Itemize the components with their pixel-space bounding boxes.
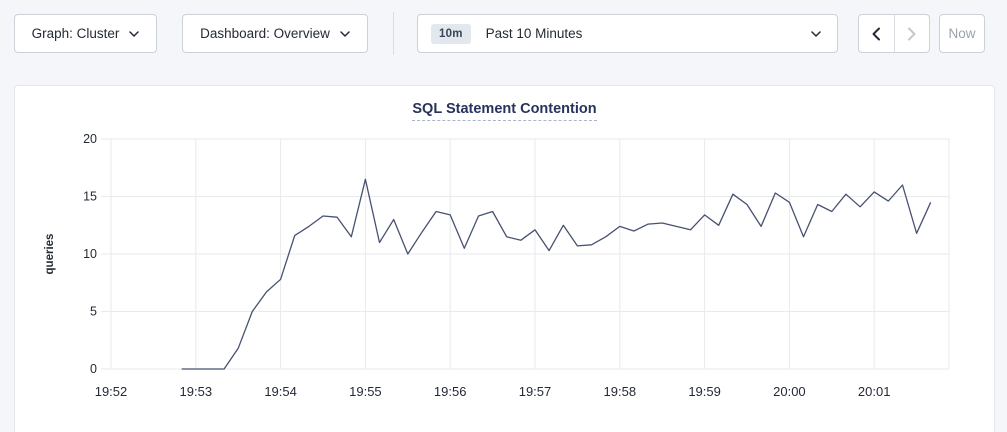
x-tick-label: 19:56: [434, 384, 467, 399]
x-tick-label: 19:55: [349, 384, 382, 399]
y-tick-label: 5: [90, 305, 97, 319]
graph-scope-dropdown[interactable]: Graph: Cluster: [14, 14, 157, 53]
metrics-toolbar: Graph: Cluster Dashboard: Overview 10m P…: [0, 0, 1007, 70]
sql-contention-chart[interactable]: 0 5 10 15 20 19:52 19:53 19:54 19:55 19:56 19:57 19…: [15, 86, 996, 432]
y-tick-label: 20: [83, 132, 97, 146]
chevron-down-icon: [129, 30, 140, 37]
x-tick-label: 19:52: [95, 384, 128, 399]
time-range-picker[interactable]: 10m Past 10 Minutes: [417, 14, 838, 53]
now-button[interactable]: Now: [939, 14, 985, 53]
next-time-range-button[interactable]: [893, 15, 930, 52]
data-series-line: [181, 178, 932, 370]
now-button-label: Now: [948, 26, 976, 41]
chevron-down-icon: [811, 30, 821, 37]
dashboard-dropdown-label: Dashboard: Overview: [200, 26, 330, 41]
x-tick-label: 19:54: [264, 384, 297, 399]
x-tick-label: 19:53: [180, 384, 213, 399]
x-tick-label: 19:58: [604, 384, 637, 399]
time-shift-button-group: [858, 14, 930, 53]
chevron-down-icon: [340, 30, 350, 37]
x-tick-label: 19:59: [688, 384, 721, 399]
x-tick-label: 20:01: [858, 384, 891, 399]
toolbar-divider: [393, 12, 394, 55]
chevron-left-icon: [872, 27, 881, 40]
prev-time-range-button[interactable]: [859, 15, 894, 52]
time-range-label: Past 10 Minutes: [485, 26, 583, 41]
chart-title[interactable]: SQL Statement Contention: [412, 101, 597, 121]
time-preset-badge: 10m: [431, 23, 471, 44]
graph-scope-dropdown-label: Graph: Cluster: [31, 26, 120, 41]
y-tick-label: 10: [83, 247, 97, 261]
y-tick-label: 15: [83, 190, 97, 204]
chevron-right-icon: [907, 27, 916, 40]
chart-card: SQL Statement Contention 0 5 10 15 20 19:52 19…: [14, 85, 995, 432]
dashboard-dropdown[interactable]: Dashboard: Overview: [182, 14, 368, 53]
chart-title-row: SQL Statement Contention: [15, 100, 994, 121]
x-tick-label: 20:00: [773, 384, 806, 399]
y-tick-label: 0: [90, 362, 97, 376]
y-axis-label: queries: [44, 234, 56, 275]
x-tick-label: 19:57: [519, 384, 552, 399]
